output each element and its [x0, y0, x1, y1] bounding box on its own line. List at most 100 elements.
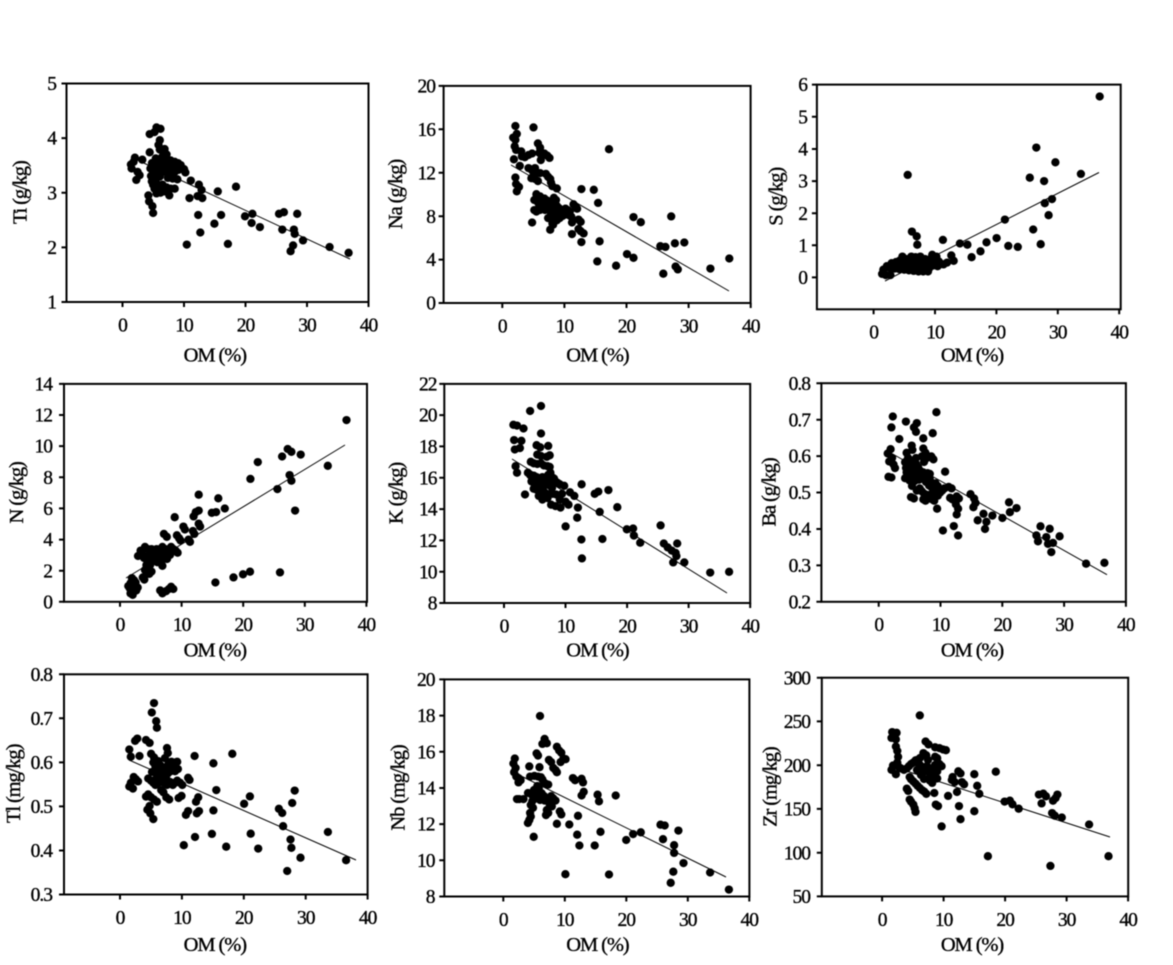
svg-text:5: 5	[798, 107, 807, 128]
svg-text:40: 40	[1110, 323, 1128, 344]
svg-text:40: 40	[1119, 910, 1137, 931]
svg-text:0: 0	[118, 315, 127, 336]
svg-text:20: 20	[618, 316, 636, 337]
svg-text:8: 8	[428, 594, 437, 615]
svg-text:0.8: 0.8	[31, 665, 53, 686]
svg-text:0.2: 0.2	[789, 592, 811, 613]
svg-text:40: 40	[1117, 615, 1135, 636]
svg-text:OM (%): OM (%)	[184, 934, 247, 956]
svg-text:10: 10	[417, 851, 435, 872]
svg-text:0.8: 0.8	[789, 374, 811, 395]
svg-text:18: 18	[419, 437, 437, 458]
svg-text:12: 12	[419, 531, 437, 552]
svg-text:10: 10	[935, 910, 953, 931]
svg-text:22: 22	[419, 375, 437, 396]
svg-text:12: 12	[418, 163, 436, 184]
svg-text:1: 1	[798, 236, 807, 257]
svg-text:20: 20	[418, 77, 436, 98]
svg-text:30: 30	[298, 315, 316, 336]
svg-text:4: 4	[426, 250, 436, 271]
svg-text:3: 3	[798, 172, 807, 193]
svg-text:OM (%): OM (%)	[184, 639, 247, 661]
svg-text:K (g/kg): K (g/kg)	[386, 463, 408, 525]
svg-text:14: 14	[419, 500, 438, 521]
svg-text:30: 30	[296, 615, 314, 636]
svg-text:OM (%): OM (%)	[566, 639, 629, 661]
svg-text:0: 0	[116, 908, 125, 929]
svg-text:0.7: 0.7	[789, 410, 812, 431]
svg-text:Na (g/kg): Na (g/kg)	[385, 160, 407, 230]
svg-text:10: 10	[932, 615, 950, 636]
svg-text:10: 10	[926, 323, 944, 344]
svg-text:0: 0	[43, 592, 52, 613]
svg-text:8: 8	[426, 887, 435, 908]
svg-text:0: 0	[498, 316, 507, 337]
svg-text:20: 20	[988, 323, 1006, 344]
svg-text:14: 14	[417, 779, 436, 800]
svg-text:0.5: 0.5	[31, 797, 53, 818]
svg-text:0: 0	[500, 616, 509, 637]
svg-text:4: 4	[47, 129, 57, 150]
svg-text:16: 16	[419, 468, 438, 489]
svg-text:0.6: 0.6	[31, 753, 54, 774]
svg-text:10: 10	[557, 616, 575, 637]
svg-text:250: 250	[784, 712, 811, 733]
svg-text:0: 0	[116, 615, 125, 636]
svg-text:3: 3	[47, 183, 56, 204]
svg-text:40: 40	[359, 908, 377, 929]
svg-text:20: 20	[237, 315, 255, 336]
svg-text:0: 0	[878, 910, 887, 931]
svg-text:18: 18	[417, 706, 435, 727]
svg-text:4: 4	[43, 530, 53, 551]
svg-text:16: 16	[418, 120, 437, 141]
svg-text:OM (%): OM (%)	[941, 934, 1004, 956]
svg-text:30: 30	[297, 908, 315, 929]
svg-text:200: 200	[784, 756, 811, 777]
svg-text:8: 8	[43, 468, 52, 489]
svg-text:0.3: 0.3	[31, 885, 53, 906]
svg-text:30: 30	[680, 616, 698, 637]
svg-text:0.3: 0.3	[789, 556, 811, 577]
svg-text:0.5: 0.5	[789, 483, 811, 504]
svg-text:Nb (mg/kg): Nb (mg/kg)	[388, 745, 410, 830]
svg-text:20: 20	[234, 615, 252, 636]
svg-text:40: 40	[741, 616, 759, 637]
svg-text:Ba (g/kg): Ba (g/kg)	[759, 458, 781, 526]
svg-text:0: 0	[869, 323, 878, 344]
svg-text:20: 20	[618, 910, 636, 931]
svg-text:2: 2	[43, 561, 52, 582]
svg-text:30: 30	[1055, 615, 1073, 636]
svg-text:0.6: 0.6	[789, 447, 812, 468]
svg-text:0.7: 0.7	[31, 709, 54, 730]
svg-text:0: 0	[798, 268, 807, 289]
svg-text:12: 12	[417, 815, 435, 836]
svg-text:30: 30	[1049, 323, 1067, 344]
svg-text:10: 10	[419, 562, 437, 583]
svg-text:12: 12	[35, 406, 53, 427]
svg-text:16: 16	[417, 742, 436, 763]
svg-text:30: 30	[679, 910, 697, 931]
svg-text:50: 50	[793, 887, 811, 908]
svg-text:40: 40	[360, 315, 378, 336]
svg-text:100: 100	[784, 843, 811, 864]
svg-text:OM (%): OM (%)	[941, 345, 1004, 367]
svg-text:1: 1	[47, 293, 56, 314]
svg-text:OM (%): OM (%)	[941, 639, 1004, 661]
svg-text:2: 2	[47, 238, 56, 259]
svg-text:0: 0	[499, 910, 508, 931]
svg-text:Ti (g/kg): Ti (g/kg)	[10, 161, 32, 224]
svg-text:10: 10	[173, 908, 191, 929]
svg-text:20: 20	[618, 616, 636, 637]
svg-text:30: 30	[1058, 910, 1076, 931]
svg-text:20: 20	[417, 670, 435, 691]
svg-text:10: 10	[556, 910, 574, 931]
svg-text:10: 10	[556, 316, 574, 337]
svg-text:10: 10	[173, 615, 191, 636]
svg-text:0.4: 0.4	[31, 841, 54, 862]
svg-text:30: 30	[680, 316, 698, 337]
svg-text:2: 2	[798, 204, 807, 225]
svg-text:OM (%): OM (%)	[566, 345, 629, 367]
svg-text:20: 20	[419, 406, 437, 427]
svg-text:6: 6	[43, 499, 53, 520]
svg-text:N (g/kg): N (g/kg)	[6, 462, 28, 524]
